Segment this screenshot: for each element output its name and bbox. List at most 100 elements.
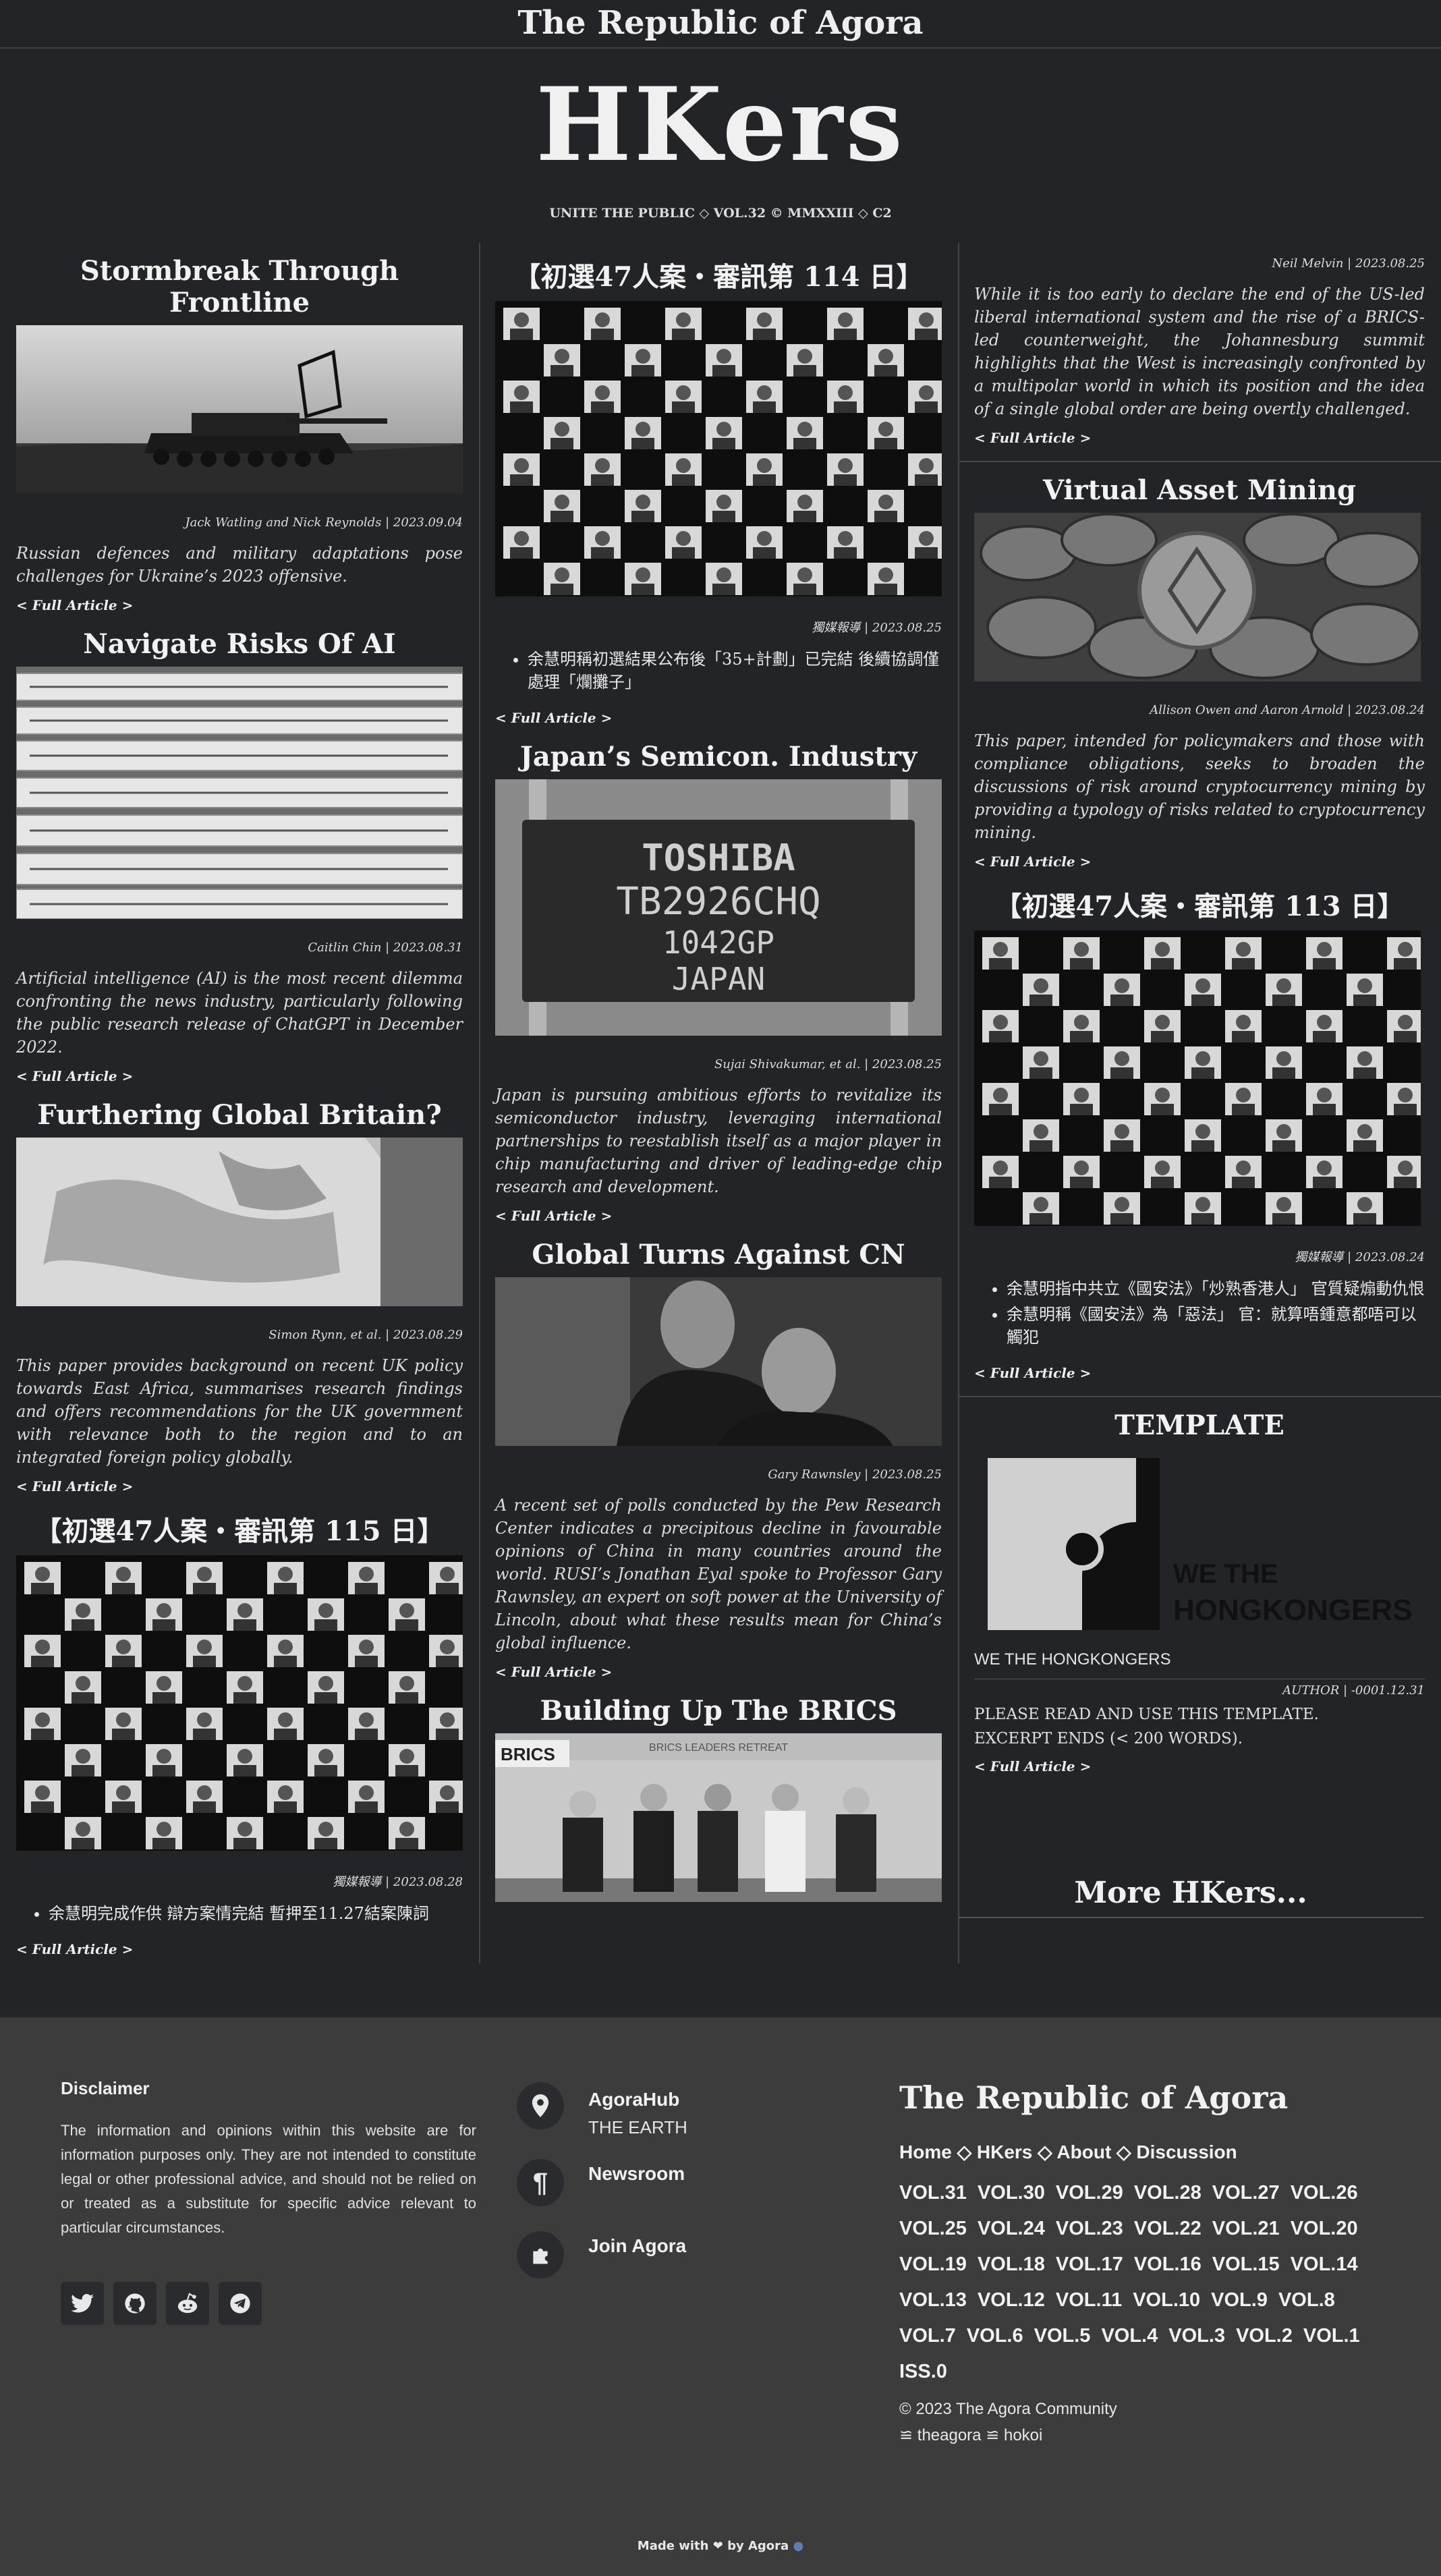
more-hkers-link[interactable]: More HKers...	[958, 1876, 1423, 1918]
volume-link[interactable]: VOL.17	[1055, 2253, 1123, 2275]
volume-link[interactable]: VOL.14	[1290, 2253, 1358, 2275]
full-article-link[interactable]: < Full Article >	[495, 710, 613, 726]
full-article-link[interactable]: < Full Article >	[974, 430, 1092, 446]
volume-link[interactable]: VOL.16	[1133, 2253, 1202, 2275]
made-with-credit[interactable]: Made with ❤ by Agora ●	[0, 2539, 1441, 2553]
volume-link[interactable]: VOL.10	[1133, 2289, 1201, 2311]
volume-link[interactable]: VOL.25	[899, 2218, 967, 2239]
telegram-icon[interactable]	[219, 2282, 262, 2325]
volume-link[interactable]: VOL.26	[1290, 2182, 1358, 2204]
volume-link[interactable]: VOL.3	[1168, 2325, 1226, 2347]
volume-link[interactable]: VOL.9	[1211, 2289, 1268, 2311]
volume-link[interactable]: ISS.0	[899, 2361, 947, 2382]
column-middle: 【初選47人案・審訊第 114 日】 獨媒報導 | 2023.08.25 余慧明…	[479, 243, 959, 1963]
article-brics: Building Up The BRICS BRICS BRICS LEADER…	[495, 1695, 942, 1902]
full-article-link[interactable]: < Full Article >	[16, 597, 134, 613]
volume-link[interactable]: VOL.31	[899, 2182, 967, 2204]
article-image-leaders-meeting[interactable]	[495, 1277, 942, 1446]
volume-link[interactable]: VOL.1	[1303, 2325, 1360, 2347]
article-image-hongkongers-logo[interactable]: WE THE HONGKONGERS	[974, 1448, 1421, 1630]
template-text: PLEASE READ AND USE THIS TEMPLATE.	[974, 1706, 1319, 1723]
article-title[interactable]: TEMPLATE	[1114, 1409, 1284, 1441]
article-title[interactable]: 【初選47人案・審訊第 113 日】	[994, 891, 1405, 922]
disclaimer-title: Disclaimer	[61, 2078, 150, 2098]
volume-link[interactable]: VOL.11	[1055, 2289, 1123, 2311]
full-article-link[interactable]: < Full Article >	[16, 1068, 134, 1084]
reddit-icon[interactable]	[166, 2282, 209, 2325]
volume-link[interactable]: VOL.28	[1133, 2182, 1202, 2204]
brics-banner: BRICS LEADERS RETREAT	[649, 1742, 788, 1754]
article-image-brics-leaders[interactable]: BRICS BRICS LEADERS RETREAT	[495, 1733, 942, 1902]
article-title[interactable]: Navigate Risks Of AI	[83, 628, 396, 660]
full-article-link[interactable]: < Full Article >	[974, 1365, 1092, 1381]
footer-menu[interactable]: Home ◇ HKers ◇ About ◇ Discussion	[899, 2141, 1237, 2162]
full-article-link[interactable]: < Full Article >	[16, 1941, 134, 1957]
article-stormbreak: Stormbreak Through Frontline Jack Watlin…	[16, 255, 463, 613]
logo-text: HONGKONGERS	[1173, 1594, 1412, 1627]
volume-link[interactable]: VOL.21	[1212, 2218, 1280, 2239]
footer-nav-label[interactable]: Newsroom	[588, 2163, 685, 2184]
chip-text-line: TB2926CHQ	[616, 880, 820, 924]
full-article-link[interactable]: < Full Article >	[974, 853, 1092, 870]
volume-link[interactable]: VOL.12	[977, 2289, 1045, 2311]
article-image-newspapers[interactable]	[16, 667, 463, 919]
article-cn: Global Turns Against CN Gary Rawnsley | …	[495, 1239, 942, 1680]
list-item[interactable]: 余慧明稱初選結果公布後「35+計劃」已完結 後續協調僅處理「爛攤子」	[528, 648, 942, 694]
article-image-defendants-grid[interactable]	[974, 930, 1421, 1226]
article-byline: Allison Owen and Aaron Arnold | 2023.08.…	[1150, 703, 1425, 717]
github-icon[interactable]	[113, 2282, 157, 2325]
footer-handles[interactable]: ≌ theagora ≌ hokoi	[899, 2426, 1043, 2444]
list-item[interactable]: 余慧明稱《國安法》為「惡法」 官：就算唔鍾意都唔可以觸犯	[1007, 1303, 1425, 1349]
volume-link[interactable]: VOL.19	[899, 2253, 967, 2275]
twitter-icon[interactable]	[61, 2282, 104, 2325]
article-description: Japan is pursuing ambitious efforts to r…	[495, 1086, 942, 1196]
footer-nav-label[interactable]: Join Agora	[588, 2235, 687, 2256]
article-title[interactable]: Building Up The BRICS	[540, 1695, 897, 1727]
volume-link[interactable]: VOL.22	[1133, 2218, 1202, 2239]
article-image-defendants-grid[interactable]	[16, 1555, 463, 1851]
article-byline: Simon Rynn, et al. | 2023.08.29	[269, 1328, 463, 1342]
list-item[interactable]: 余慧明完成作供 辯方案情完結 暫押至11.27結案陳詞	[49, 1902, 463, 1925]
volume-link[interactable]: VOL.7	[899, 2325, 956, 2347]
volume-list: VOL.31 VOL.30 VOL.29 VOL.28 VOL.27 VOL.26 VOL.…	[899, 2175, 1365, 2390]
article-image-globe[interactable]	[16, 1138, 463, 1306]
volume-link[interactable]: VOL.8	[1278, 2289, 1335, 2311]
article-byline: Caitlin Chin | 2023.08.31	[308, 941, 463, 955]
volume-link[interactable]: VOL.24	[977, 2218, 1045, 2239]
volume-link[interactable]: VOL.6	[966, 2325, 1023, 2347]
article-title[interactable]: Japan’s Semicon. Industry	[519, 741, 917, 773]
article-byline: Neil Melvin | 2023.08.25	[1272, 256, 1425, 271]
full-article-link[interactable]: < Full Article >	[495, 1208, 613, 1224]
full-article-link[interactable]: < Full Article >	[495, 1664, 613, 1680]
volume-link[interactable]: VOL.23	[1055, 2218, 1123, 2239]
article-title[interactable]: Stormbreak Through Frontline	[80, 255, 399, 318]
column-right: Neil Melvin | 2023.08.25 While it is too…	[958, 243, 1441, 1789]
volume-link[interactable]: VOL.2	[1236, 2325, 1293, 2347]
article-title[interactable]: Global Turns Against CN	[532, 1239, 905, 1270]
volume-link[interactable]: VOL.30	[977, 2182, 1045, 2204]
footer-brand[interactable]: The Republic of Agora	[899, 2079, 1289, 2116]
article-title[interactable]: 【初選47人案・審訊第 115 日】	[34, 1515, 445, 1547]
volume-link[interactable]: VOL.13	[899, 2289, 967, 2311]
article-title[interactable]: 【初選47人案・審訊第 114 日】	[513, 261, 924, 293]
full-article-link[interactable]: < Full Article >	[16, 1478, 134, 1494]
volume-link[interactable]: VOL.27	[1212, 2182, 1280, 2204]
full-article-link[interactable]: < Full Article >	[974, 1758, 1092, 1774]
article-image-toshiba-chip[interactable]: TOSHIBA TB2926CHQ 1042GP JAPAN	[495, 779, 942, 1036]
site-top-title[interactable]: The Republic of Agora	[0, 0, 1441, 49]
volume-link[interactable]: VOL.4	[1101, 2325, 1158, 2347]
article-image-crypto-coins[interactable]	[974, 513, 1421, 681]
volume-link[interactable]: VOL.15	[1212, 2253, 1280, 2275]
list-item[interactable]: 余慧明指中共立《國安法》「炒熟香港人」 官質疑煽動仇恨	[1007, 1277, 1425, 1300]
volume-link[interactable]: VOL.29	[1055, 2182, 1123, 2204]
article-title[interactable]: Furthering Global Britain?	[37, 1099, 442, 1131]
volume-link[interactable]: VOL.5	[1034, 2325, 1091, 2347]
article-title[interactable]: Virtual Asset Mining	[1043, 474, 1356, 506]
masthead-logo[interactable]: HKers	[536, 65, 905, 184]
volume-link[interactable]: VOL.20	[1290, 2218, 1358, 2239]
template-text: EXCERPT ENDS (< 200 WORDS).	[974, 1730, 1243, 1747]
footer-nav-label[interactable]: AgoraHub	[588, 2089, 680, 2110]
article-image-tank[interactable]	[16, 325, 463, 494]
volume-link[interactable]: VOL.18	[977, 2253, 1045, 2275]
article-image-defendants-grid[interactable]	[495, 301, 942, 596]
